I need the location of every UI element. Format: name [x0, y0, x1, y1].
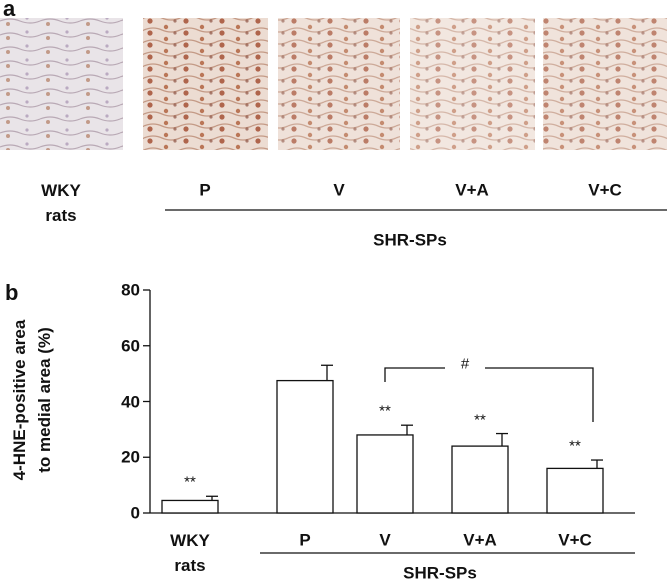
significance-label: **	[474, 411, 486, 429]
significance-label: **	[379, 402, 391, 420]
y-tick-label: 60	[121, 336, 140, 356]
panel-label: b	[5, 280, 19, 305]
bracket-label: #	[460, 355, 470, 373]
y-tick-label: 40	[121, 392, 140, 411]
y-tick-label: 0	[130, 503, 140, 523]
bar	[546, 467, 604, 514]
group-label: SHR-SPs	[403, 563, 477, 583]
x-tick-label: V+C	[558, 530, 592, 550]
image-label: P	[199, 180, 211, 200]
y-tick-label: 20	[121, 447, 140, 467]
x-tick-label: V	[379, 530, 391, 550]
histology-image	[278, 18, 400, 150]
x-tick-label: WKY rats	[170, 531, 210, 575]
histology-image	[410, 18, 535, 150]
image-label: V+C	[588, 180, 622, 200]
group-label: SHR-SPs	[373, 230, 447, 250]
bar	[356, 434, 414, 514]
y-axis-label: 4-HNE-positive area to medial area (%)	[10, 319, 54, 481]
x-tick-label: P	[299, 530, 311, 550]
image-label: WKY rats	[41, 181, 81, 225]
y-tick-label: 80	[121, 280, 140, 300]
panel-label: a	[3, 0, 16, 21]
significance-label: **	[569, 437, 581, 455]
significance-label: **	[184, 473, 196, 491]
histology-image	[143, 18, 268, 150]
histology-image	[543, 18, 667, 150]
bar	[451, 445, 509, 514]
image-label: V+A	[455, 180, 489, 200]
image-label: V	[333, 180, 345, 200]
x-tick-label: V+A	[463, 530, 497, 550]
bracket	[384, 367, 594, 422]
bar	[161, 499, 219, 514]
bar	[276, 379, 334, 514]
histology-image	[0, 18, 123, 150]
